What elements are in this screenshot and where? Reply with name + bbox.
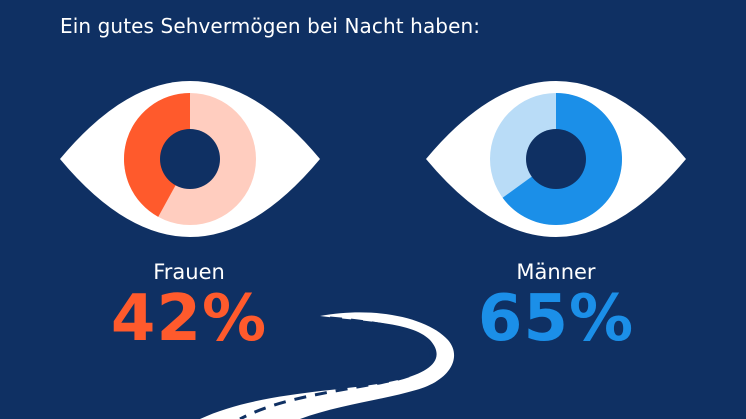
road-illustration	[200, 312, 455, 419]
eyes-group	[60, 81, 686, 237]
value-label-frauen: 42%	[110, 282, 268, 356]
pupil-frauen	[160, 129, 220, 189]
value-label-maenner: 65%	[477, 282, 635, 356]
chart-title: Ein gutes Sehvermögen bei Nacht haben:	[60, 14, 481, 38]
eye-frauen	[60, 81, 320, 237]
series-label-maenner: Männer	[516, 260, 596, 284]
donut-value-frauen	[123, 93, 190, 217]
series-label-frauen: Frauen	[153, 260, 225, 284]
eye-maenner	[426, 81, 686, 237]
pupil-maenner	[526, 129, 586, 189]
